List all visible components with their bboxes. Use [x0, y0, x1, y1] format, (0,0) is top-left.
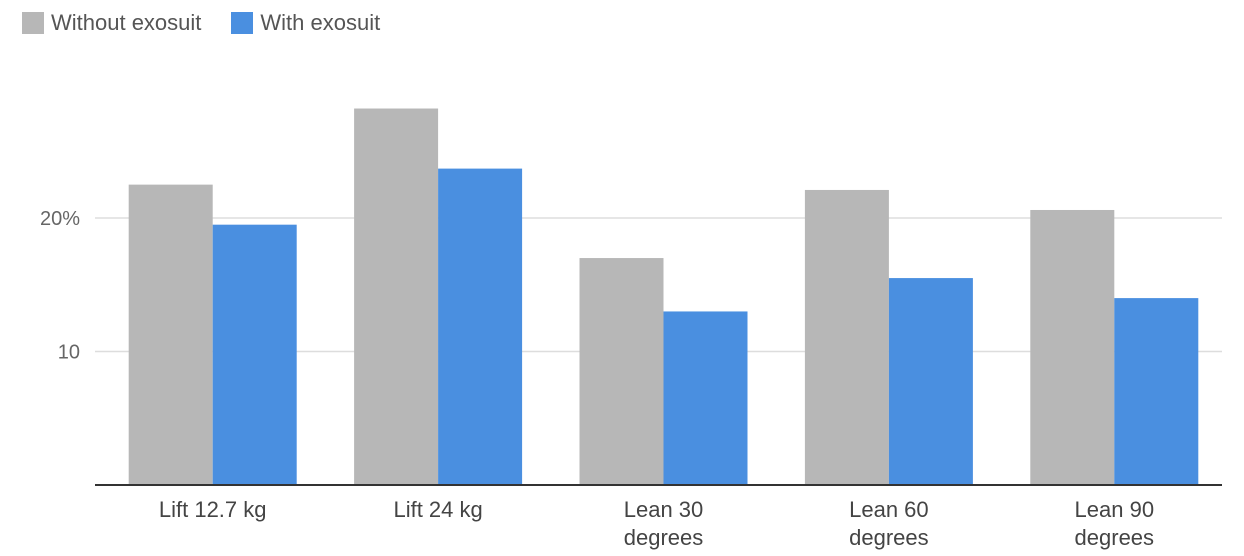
y-tick-label-20: 20% [40, 208, 80, 230]
y-tick-label-10: 10 [58, 342, 80, 364]
x-tick-label-0-0: Lift 12.7 kg [159, 497, 267, 522]
bar-without-exosuit-1 [354, 108, 439, 485]
x-tick-label-3-0: Lean 60 [849, 497, 929, 522]
bar-without-exosuit-4 [1030, 209, 1115, 486]
legend-label-without-exosuit: Without exosuit [51, 10, 202, 35]
legend-item-without-exosuit: Without exosuit [22, 10, 201, 36]
legend-swatch-without-exosuit [22, 12, 44, 34]
x-tick-label-4-0: Lean 90 [1075, 497, 1155, 522]
legend-label-with-exosuit: With exosuit [260, 10, 381, 35]
x-tick-label-3-1: degrees [849, 525, 929, 550]
bar-with-exosuit-3 [888, 278, 973, 485]
bar-without-exosuit-0 [128, 184, 213, 485]
bar-with-exosuit-2 [663, 311, 748, 485]
chart-legend: Without exosuit With exosuit [22, 10, 410, 36]
bar-without-exosuit-3 [804, 189, 889, 485]
legend-item-with-exosuit: With exosuit [231, 10, 380, 36]
bar-with-exosuit-1 [438, 168, 523, 486]
bar-with-exosuit-0 [212, 224, 297, 486]
x-tick-label-2-1: degrees [624, 525, 704, 550]
x-tick-label-1-0: Lift 24 kg [393, 497, 482, 522]
bar-without-exosuit-2 [579, 258, 664, 485]
x-tick-label-2-0: Lean 30 [624, 497, 704, 522]
bar-with-exosuit-4 [1114, 298, 1199, 485]
legend-swatch-with-exosuit [231, 12, 254, 34]
x-tick-label-4-1: degrees [1075, 525, 1155, 550]
